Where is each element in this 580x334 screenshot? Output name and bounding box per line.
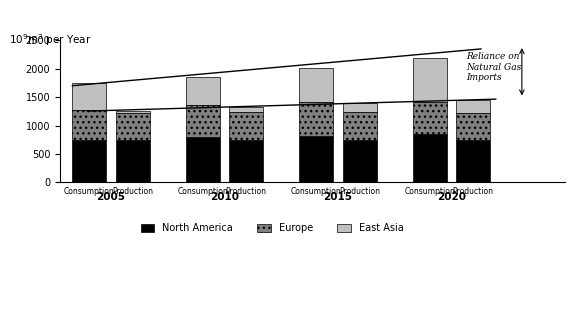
Bar [229,112,263,140]
Bar [413,58,447,102]
Text: Production: Production [112,187,153,196]
Text: Consumption: Consumption [291,187,342,196]
Bar [115,111,150,113]
Legend: North America, Europe, East Asia: North America, Europe, East Asia [137,219,407,237]
Bar [299,102,334,136]
Bar [115,113,150,140]
Bar [186,137,220,182]
Text: 2020: 2020 [437,191,466,201]
Bar [186,77,220,105]
Text: Production: Production [452,187,494,196]
Bar [456,114,490,140]
Bar [343,140,376,182]
Text: Production: Production [339,187,380,196]
Bar [343,112,376,140]
Bar [72,140,107,182]
Bar [72,83,107,110]
Text: $10^9$m$^3$ per Year: $10^9$m$^3$ per Year [9,32,92,48]
Text: 2015: 2015 [324,191,353,201]
Text: Production: Production [226,187,267,196]
Bar [229,107,263,112]
Bar [72,110,107,140]
Text: Consumption: Consumption [177,187,229,196]
Bar [229,140,263,182]
Bar [115,140,150,182]
Text: Consumption: Consumption [405,187,455,196]
Bar [186,105,220,137]
Text: 2010: 2010 [210,191,239,201]
Bar [456,101,490,114]
Text: Reliance on
Natural Gas
Imports: Reliance on Natural Gas Imports [466,52,521,82]
Bar [299,136,334,182]
Bar [413,102,447,134]
Text: Consumption: Consumption [64,187,115,196]
Bar [413,134,447,182]
Bar [456,140,490,182]
Text: 2005: 2005 [96,191,125,201]
Bar [343,103,376,112]
Bar [299,68,334,102]
